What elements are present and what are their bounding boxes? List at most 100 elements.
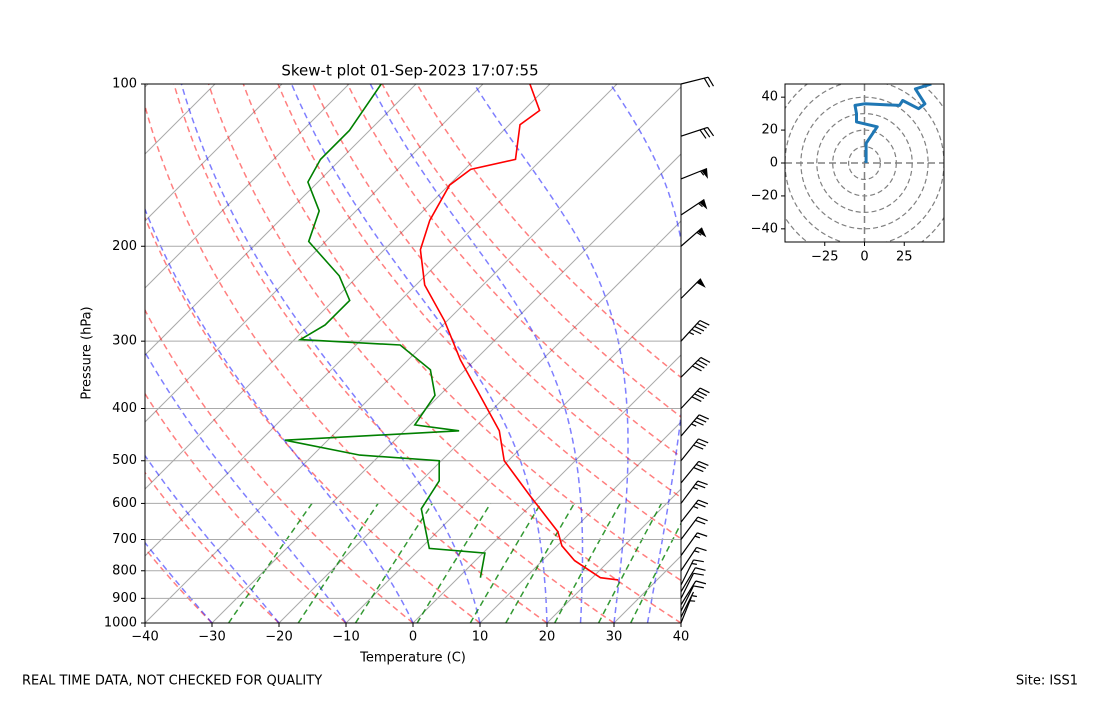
x-tick-label: 25 xyxy=(896,250,913,265)
footer-right: Site: ISS1 xyxy=(1016,674,1078,689)
isotherm xyxy=(211,153,681,623)
barb-flag xyxy=(697,227,707,238)
isotherm xyxy=(613,555,681,623)
barb-staff xyxy=(680,572,704,599)
x-tick-label: 30 xyxy=(606,630,623,645)
moist-adiabat xyxy=(145,350,347,623)
y-tick-label: 100 xyxy=(112,77,137,92)
x-tick-label: −20 xyxy=(265,630,292,645)
hodograph-ring xyxy=(847,145,881,181)
mixing-ratio-line xyxy=(354,502,434,623)
barb-staff xyxy=(680,585,704,612)
moist-adiabat xyxy=(609,84,681,623)
wind-barb xyxy=(680,591,697,618)
y-tick-label: 200 xyxy=(112,239,137,254)
y-tick-label: 600 xyxy=(112,496,137,511)
mixing-ratio-line xyxy=(597,503,663,623)
barb-staff xyxy=(680,460,709,484)
barb-staff xyxy=(680,356,711,378)
wind-barb xyxy=(680,126,715,139)
moist-adiabat xyxy=(290,84,548,623)
moist-adiabat xyxy=(145,207,414,623)
isotherm xyxy=(680,622,681,623)
barb-staff xyxy=(680,559,704,586)
x-tick-label: 40 xyxy=(673,630,690,645)
wind-barb xyxy=(680,167,708,180)
x-tick-label: 20 xyxy=(539,630,556,645)
y-tick-label: 700 xyxy=(112,532,137,547)
wind-barb xyxy=(680,356,711,378)
barb-staff xyxy=(680,546,707,572)
barb-staff xyxy=(680,438,709,462)
isotherm xyxy=(278,220,681,623)
isotherm xyxy=(546,488,681,623)
barb-staff xyxy=(680,580,707,606)
wind-barb xyxy=(680,387,710,409)
wind-barb xyxy=(680,532,708,557)
dry-adiabat xyxy=(145,547,213,623)
y-tick-label: 40 xyxy=(761,90,778,105)
x-tick-label: −25 xyxy=(811,250,838,265)
isotherm xyxy=(145,84,350,289)
dry-adiabat xyxy=(242,84,681,582)
barb-staff xyxy=(680,319,710,342)
wind-barb xyxy=(680,596,696,624)
wind-barb xyxy=(680,480,708,504)
wind-barb xyxy=(680,438,709,462)
plot-frame xyxy=(144,83,682,624)
dry-adiabat xyxy=(145,471,280,623)
wind-barb xyxy=(680,278,706,299)
barb-staff xyxy=(680,596,696,624)
y-tick-label: 900 xyxy=(112,591,137,606)
barb-staff xyxy=(680,516,708,540)
skewt-plot xyxy=(145,84,681,623)
wind-barb xyxy=(680,460,709,484)
barb-staff xyxy=(680,480,708,504)
isotherm xyxy=(145,84,216,155)
barb-staff xyxy=(680,532,708,557)
barb-staff xyxy=(680,591,697,618)
x-tick-label: −30 xyxy=(198,630,225,645)
x-axis-label: Temperature (C) xyxy=(359,651,466,666)
mixing-ratio-line xyxy=(630,522,681,623)
isotherm xyxy=(145,84,618,557)
moist-adiabat xyxy=(145,541,213,623)
dry-adiabat xyxy=(312,84,681,499)
dry-adiabat xyxy=(381,84,681,418)
wind-barb xyxy=(680,199,708,216)
barb-flag xyxy=(696,278,706,288)
barb-flag xyxy=(701,168,708,179)
y-tick-label: −20 xyxy=(751,188,778,203)
barb-staff xyxy=(680,126,715,139)
y-tick-label: 500 xyxy=(112,453,137,468)
dry-adiabat xyxy=(173,84,615,623)
barb-staff xyxy=(680,76,715,88)
y-tick-label: 800 xyxy=(112,563,137,578)
dry-adiabat xyxy=(145,103,548,623)
barb-staff xyxy=(680,567,706,593)
wind-barb xyxy=(680,319,710,342)
x-tick-label: 0 xyxy=(860,250,868,265)
wind-barb xyxy=(680,414,710,437)
x-tick-label: −40 xyxy=(131,630,158,645)
isotherm xyxy=(412,354,681,623)
moist-adiabat xyxy=(473,84,629,623)
barb-staff xyxy=(680,387,710,409)
barb-staff xyxy=(680,167,708,180)
y-tick-label: 0 xyxy=(770,156,778,171)
moist-adiabat xyxy=(369,84,584,623)
x-tick-label: 10 xyxy=(472,630,489,645)
wind-barb xyxy=(680,227,707,247)
isotherm xyxy=(145,84,417,356)
isotherm xyxy=(345,287,681,623)
dry-adiabat xyxy=(145,308,414,623)
dry-adiabat xyxy=(416,84,681,379)
isotherm xyxy=(145,84,484,423)
barb-flag xyxy=(699,199,708,210)
moist-adiabat xyxy=(145,454,280,623)
y-tick-label: 1000 xyxy=(104,616,137,631)
x-tick-label: 0 xyxy=(409,630,417,645)
dry-adiabat xyxy=(207,84,681,623)
wind-barb xyxy=(680,516,708,540)
